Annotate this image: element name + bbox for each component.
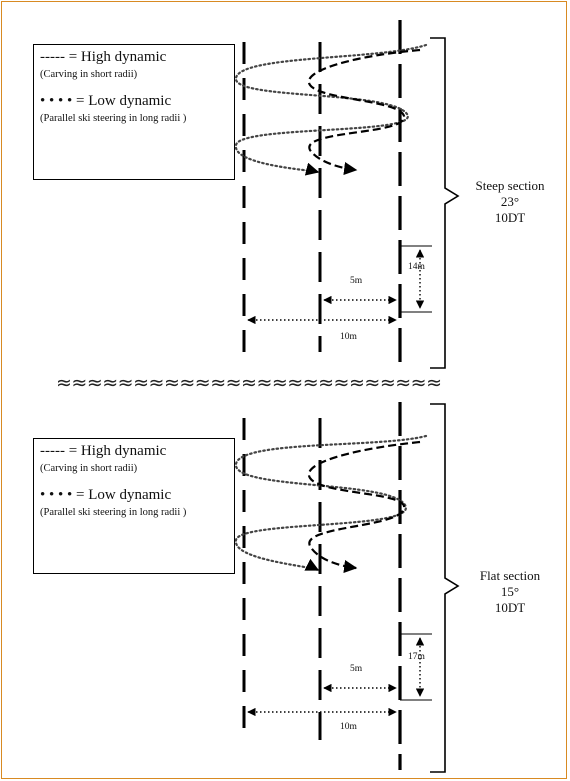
flat-brace — [430, 403, 460, 773]
steep-section-label: Steep section 23° 10DT — [460, 178, 560, 226]
legend-high-sub: (Carving in short radii) — [40, 69, 138, 80]
flat-legend: ----- = High dynamic (Carving in short r… — [33, 438, 235, 574]
flat-section-label: Flat section 15° 10DT — [460, 568, 560, 616]
legend-low-title: • • • • = Low dynamic — [40, 487, 172, 503]
legend-low-title: • • • • = Low dynamic — [40, 93, 172, 109]
steep-legend: ----- = High dynamic (Carving in short r… — [33, 44, 235, 180]
flat-section-angle: 15° — [500, 584, 520, 599]
legend-high-title: ----- = High dynamic — [40, 49, 167, 65]
steep-section-name: Steep section — [475, 178, 545, 193]
steep-5m-label: 5m — [350, 276, 363, 286]
flat-low-dynamic-path — [234, 434, 428, 572]
legend-low-sub: (Parallel ski steering in long radii ) — [40, 113, 187, 124]
section-separator: ≈≈≈≈≈≈≈≈≈≈≈≈≈≈≈≈≈≈≈≈≈≈≈≈≈ — [56, 372, 442, 394]
flat-high-dynamic-path — [307, 440, 421, 574]
steep-brace — [430, 37, 460, 369]
flat-10m-label: 10m — [340, 722, 357, 732]
flat-section-diagram — [234, 402, 460, 773]
flat-section-gates: 10DT — [494, 600, 526, 615]
legend-low-sub: (Parallel ski steering in long radii ) — [40, 507, 187, 518]
legend-high-sub: (Carving in short radii) — [40, 463, 138, 474]
steep-high-dynamic-path — [307, 48, 421, 176]
legend-high-title: ----- = High dynamic — [40, 443, 167, 459]
steep-low-dynamic-path — [234, 43, 428, 176]
flat-section-name: Flat section — [479, 568, 541, 583]
steep-gate-spacing-label: 14m — [408, 262, 425, 272]
steep-section-diagram — [234, 20, 460, 370]
steep-section-angle: 23° — [500, 194, 520, 209]
steep-10m-label: 10m — [340, 332, 357, 342]
flat-gate-spacing-label: 17m — [408, 652, 425, 662]
flat-5m-label: 5m — [350, 664, 363, 674]
steep-section-gates: 10DT — [494, 210, 526, 225]
